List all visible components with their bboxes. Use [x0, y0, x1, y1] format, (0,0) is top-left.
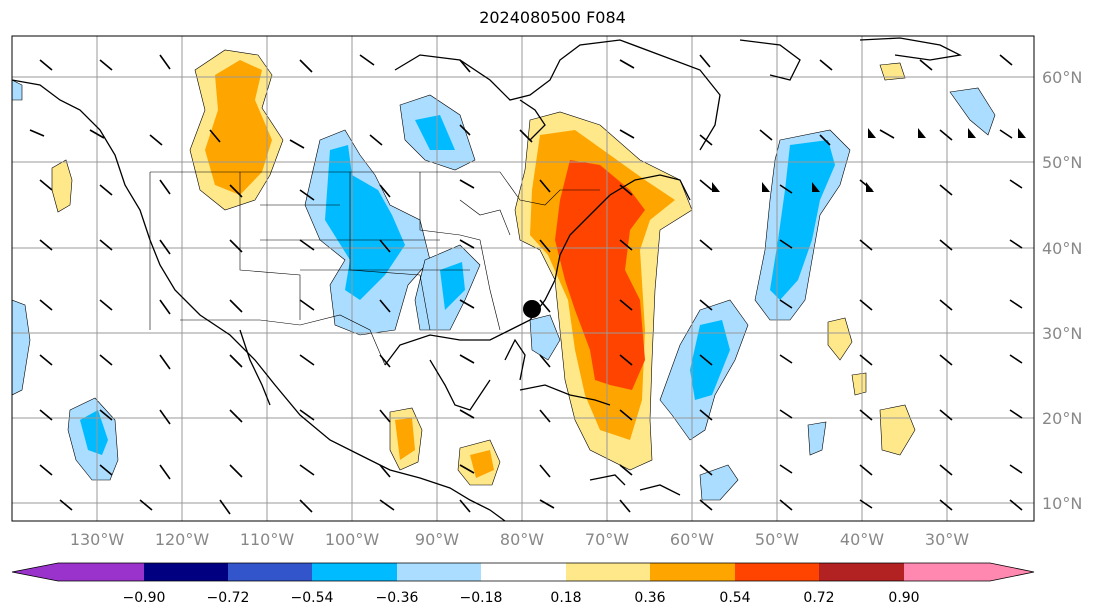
colorbar-segment [650, 563, 735, 581]
anomaly-shading [12, 49, 996, 501]
coastlines [12, 37, 963, 521]
colorbar-label: 0.36 [634, 590, 665, 606]
lon-label: 130°W [70, 530, 125, 549]
colorbar-segment [566, 563, 650, 581]
colorbar-label: 0.72 [803, 590, 834, 606]
colorbar-extend-high [990, 563, 1034, 581]
colorbar-label: 0.90 [888, 590, 919, 606]
lon-label: 50°W [755, 530, 799, 549]
map-title: 2024080500 F084 [479, 8, 626, 27]
lon-label: 60°W [670, 530, 714, 549]
colorbar-segment [904, 563, 990, 581]
political-borders [149, 171, 600, 366]
lat-label: 30°N [1042, 324, 1082, 343]
lon-label: 70°W [585, 530, 629, 549]
lat-label: 40°N [1042, 239, 1082, 258]
colorbar-extend-low [12, 563, 58, 581]
colorbar-label: −0.18 [460, 590, 503, 606]
lon-label: 120°W [155, 530, 210, 549]
colorbar-segment [312, 563, 397, 581]
colorbar-segment [58, 563, 144, 581]
colorbar-segment [481, 563, 566, 581]
map-frame [11, 35, 1035, 522]
lon-label: 90°W [415, 530, 459, 549]
graticule [12, 36, 1034, 521]
colorbar-segment [228, 563, 312, 581]
lon-label: 100°W [325, 530, 380, 549]
longitude-axis: 130°W 120°W 110°W 100°W 90°W 80°W 70°W 6… [70, 530, 969, 549]
lon-label: 30°W [925, 530, 969, 549]
map-background [12, 36, 1034, 521]
lat-label: 60°N [1042, 68, 1082, 87]
lat-label: 10°N [1042, 494, 1082, 513]
colorbar-segment [144, 563, 228, 581]
colorbar-segment [819, 563, 904, 581]
colorbar-segment [735, 563, 819, 581]
colorbar-label: −0.72 [207, 590, 250, 606]
colorbar-label: 0.18 [550, 590, 581, 606]
colorbar-label: −0.36 [376, 590, 419, 606]
wind-barbs [29, 54, 1023, 515]
storm-center-dot [523, 300, 541, 318]
colorbar-segment [397, 563, 481, 581]
colorbar: −0.90 −0.72 −0.54 −0.36 −0.18 0.18 0.36 … [11, 562, 1035, 606]
lon-label: 110°W [240, 530, 295, 549]
colorbar-label: 0.54 [719, 590, 750, 606]
colorbar-label: −0.90 [123, 590, 166, 606]
lat-label: 20°N [1042, 409, 1082, 428]
lon-label: 40°W [840, 530, 884, 549]
latitude-axis: 60°N 50°N 40°N 30°N 20°N 10°N [1042, 68, 1082, 513]
colorbar-label: −0.54 [291, 590, 334, 606]
lon-label: 80°W [500, 530, 544, 549]
lat-label: 50°N [1042, 153, 1082, 172]
